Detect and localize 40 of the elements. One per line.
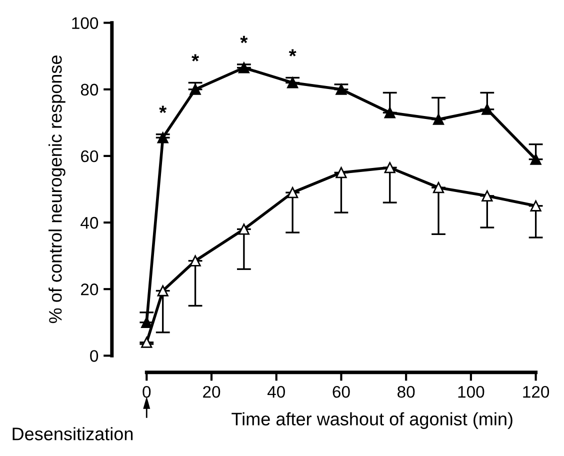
x-axis-title: Time after washout of agonist (min) [232, 412, 512, 430]
x-tick-label: 40 [267, 386, 285, 398]
point [432, 182, 444, 194]
point [141, 316, 152, 328]
point [157, 285, 168, 296]
point [530, 200, 542, 212]
point [432, 114, 444, 125]
annotation: * [288, 49, 296, 56]
x-tick-label: 120 [523, 386, 550, 398]
point [141, 336, 152, 348]
text: Desensitization [12, 427, 133, 440]
y-tick-label: 20 [81, 284, 98, 296]
annotation: * [159, 106, 167, 114]
y-tick-label: 40 [80, 216, 98, 229]
annotation: * [240, 36, 248, 44]
point [238, 62, 250, 74]
point [384, 162, 396, 174]
y-tick-label: 60 [81, 150, 98, 162]
point [287, 77, 298, 88]
x-tick-label: 100 [458, 386, 484, 398]
point [287, 187, 298, 198]
point [238, 224, 250, 235]
point [336, 84, 347, 95]
x-tick-label: 80 [398, 386, 415, 398]
x-tick-label: 60 [332, 386, 350, 398]
point [336, 167, 347, 178]
point [384, 107, 396, 118]
point [530, 154, 542, 165]
point [482, 190, 493, 202]
point [482, 104, 493, 115]
x-tick-label: 0 [142, 386, 151, 398]
x-tick-label: 20 [203, 386, 220, 398]
annotation: * [192, 54, 200, 62]
point [190, 84, 201, 95]
y-axis-title: % of control neurogenic response [48, 56, 66, 324]
y-tick-label: 0 [90, 350, 98, 362]
point [157, 132, 168, 144]
point [190, 255, 201, 266]
y-tick-label: 80 [80, 84, 98, 96]
y-tick-label: 100 [72, 17, 98, 30]
